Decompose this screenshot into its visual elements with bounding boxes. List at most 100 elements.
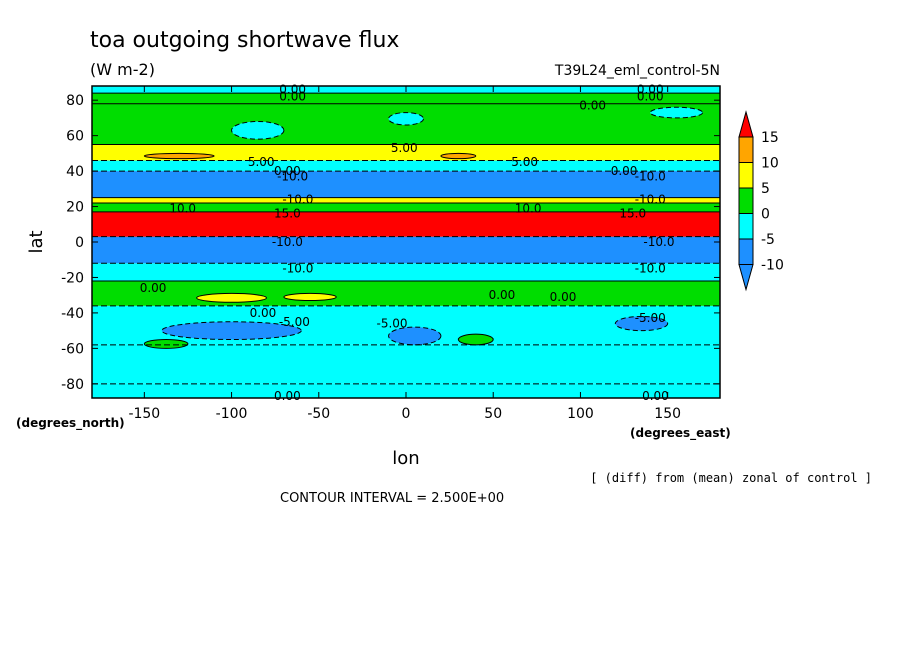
run-label: T39L24_eml_control-5N xyxy=(554,63,720,79)
x-tick-label-0: -150 xyxy=(128,406,160,422)
patch-outline-2 xyxy=(649,106,704,119)
contour-label-6: 5.00 xyxy=(248,155,275,169)
y-tick-label-0: -80 xyxy=(61,377,84,393)
band-1 xyxy=(92,344,720,384)
patch-6 xyxy=(388,327,441,345)
contour-label-25: 0.00 xyxy=(250,306,277,320)
x-tick-label-5: 100 xyxy=(567,406,594,422)
contour-label-18: -10.0 xyxy=(272,235,303,249)
y-tick-label-5: 20 xyxy=(66,200,84,216)
contour-label-8: 0.00 xyxy=(274,164,301,178)
colorbar-label-1: 10 xyxy=(761,156,779,172)
patch-5 xyxy=(161,321,302,340)
y-tick-label-4: 0 xyxy=(75,235,84,251)
patch-outline-5 xyxy=(161,321,302,340)
colorbar-seg-2 xyxy=(738,187,754,214)
contour-label-20: -10.0 xyxy=(282,262,313,276)
patch-outline-9 xyxy=(457,333,494,346)
y-tick-label-3: -20 xyxy=(61,270,84,286)
contour-label-3: 0.00 xyxy=(637,90,664,104)
colorbar-seg-4 xyxy=(738,238,754,265)
contour-label-23: 0.00 xyxy=(489,288,516,302)
x-tick-label-6: 150 xyxy=(654,406,681,422)
contour-label-26: -5.00 xyxy=(279,315,310,329)
contour-label-14: 15.0 xyxy=(274,207,301,221)
y-axis-label: lat xyxy=(26,230,47,253)
y-tick-label-7: 60 xyxy=(66,129,84,145)
contour-label-16: 10.0 xyxy=(169,201,196,215)
y-tick-label-1: -60 xyxy=(61,341,84,357)
colorbar: 15 10 5 0 -5 -10 xyxy=(738,110,784,292)
patch-1 xyxy=(388,112,424,125)
y-tick-label-8: 80 xyxy=(66,93,84,109)
colorbar-label-0: 15 xyxy=(761,130,779,146)
colorbar-label-2: 5 xyxy=(761,181,770,197)
colorbar-seg-3 xyxy=(738,213,754,240)
patch-3 xyxy=(144,153,215,159)
patch-outline-4 xyxy=(440,152,477,160)
band-9 xyxy=(92,171,720,198)
band-13 xyxy=(92,93,720,104)
patch-0 xyxy=(231,121,284,140)
patch-4 xyxy=(440,153,476,159)
patch-outline-1 xyxy=(388,112,424,126)
y-tick-label-2: -40 xyxy=(61,306,84,322)
patch-outline-8 xyxy=(143,339,189,349)
patch-outline-11 xyxy=(283,292,337,302)
contour-label-10: -10.0 xyxy=(277,169,308,183)
contour-label-12: -10.0 xyxy=(282,192,313,206)
contour-label-29: 0.00 xyxy=(274,389,301,403)
patch-outline-6 xyxy=(388,326,442,346)
contour-label-4: 0.00 xyxy=(579,99,606,113)
contour-label-11: -10.0 xyxy=(635,169,666,183)
colorbar-label-4: -5 xyxy=(761,232,775,248)
patch-outline-3 xyxy=(143,152,215,160)
band-10 xyxy=(92,160,720,172)
contour-label-5: 5.00 xyxy=(391,141,418,155)
plot-area xyxy=(92,85,720,398)
contour-label-27: -5.00 xyxy=(377,317,408,331)
band-6 xyxy=(92,211,720,237)
colorbar-label-3: 0 xyxy=(761,207,770,223)
band-4 xyxy=(92,263,720,281)
band-11 xyxy=(92,144,720,161)
colorbar-bottom-arrow xyxy=(738,264,754,292)
contour-label-17: 10.0 xyxy=(515,201,542,215)
chart-title: toa outgoing shortwave flux xyxy=(90,28,399,53)
x-units-label: (degrees_east) xyxy=(630,426,731,441)
x-axis-label: lon xyxy=(392,448,419,469)
contour-label-9: 0.00 xyxy=(611,164,638,178)
patch-outline-0 xyxy=(231,120,285,140)
colorbar-seg-1 xyxy=(738,162,754,189)
contour-interval: CONTOUR INTERVAL = 2.500E+00 xyxy=(280,491,504,506)
band-8 xyxy=(92,197,720,203)
contour-label-21: -10.0 xyxy=(635,262,666,276)
chart-units: (W m-2) xyxy=(90,60,155,79)
colorbar-label-5: -10 xyxy=(761,258,784,274)
colorbar-top-arrow xyxy=(738,110,754,138)
y-units-label: (degrees_north) xyxy=(16,416,125,431)
band-5 xyxy=(92,236,720,264)
patch-outline-7 xyxy=(614,315,669,332)
patch-11 xyxy=(283,293,337,301)
band-7 xyxy=(92,203,720,212)
x-tick-label-3: 0 xyxy=(402,406,411,422)
contour-label-15: 15.0 xyxy=(619,207,646,221)
y-tick-label-6: 40 xyxy=(66,164,84,180)
axes: -150 -100 -50 0 50 100 150 -80 -60 -40 -20 0 20 40 60 8… xyxy=(61,85,721,422)
contour-label-19: -10.0 xyxy=(643,235,674,249)
difference-note: [ (diff) from (mean) zonal of control ] xyxy=(590,471,872,485)
contour-label-1: 0.00 xyxy=(279,90,306,104)
x-tick-label-2: -50 xyxy=(307,406,330,422)
contour-label-7: 5.00 xyxy=(511,155,538,169)
contour-labels: 0.000.000.000.000.005.005.00 5.000.00 0.00… xyxy=(140,83,675,404)
patch-8 xyxy=(144,339,188,349)
patch-9 xyxy=(458,334,494,345)
contour-label-24: 0.00 xyxy=(550,290,577,304)
x-tick-label-1: -100 xyxy=(216,406,248,422)
band-0 xyxy=(92,383,720,398)
colorbar-seg-0 xyxy=(738,136,754,163)
patch-10 xyxy=(196,293,267,303)
band-3 xyxy=(92,281,720,306)
